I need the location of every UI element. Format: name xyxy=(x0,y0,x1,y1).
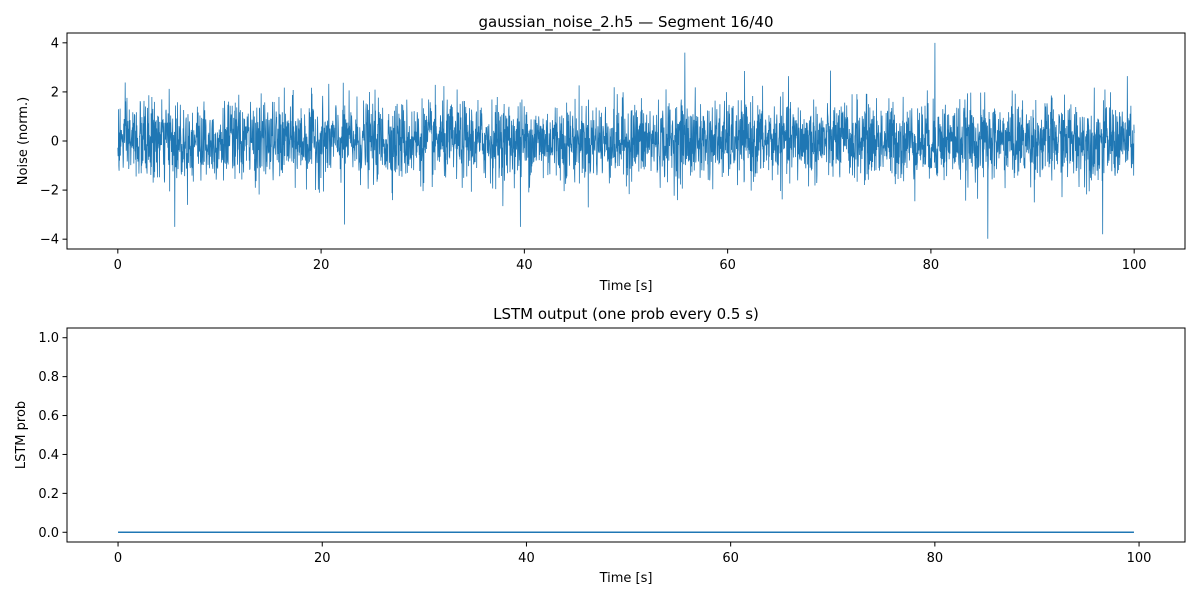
lstm-chart-title: LSTM output (one prob every 0.5 s) xyxy=(493,305,759,323)
noise-x-axis: 0 20 40 60 80 100 xyxy=(114,249,1147,273)
noise-x-tick-label: 60 xyxy=(719,258,736,273)
noise-y-axis: −4 −2 0 2 4 xyxy=(40,36,67,248)
lstm-axes-frame xyxy=(66,327,1186,543)
noise-y-tick-label: 4 xyxy=(51,36,59,51)
lstm-y-tick-label: 0.0 xyxy=(38,526,59,541)
lstm-x-tick-label: 100 xyxy=(1127,551,1152,566)
lstm-y-axis: 0.0 0.2 0.4 0.6 0.8 1.0 xyxy=(38,331,67,541)
noise-y-axis-label: Noise (norm.) xyxy=(16,97,31,185)
lstm-y-tick-label: 0.2 xyxy=(38,487,59,502)
noise-x-tick-label: 100 xyxy=(1122,258,1147,273)
lstm-y-tick-label: 1.0 xyxy=(38,331,59,346)
lstm-x-tick-label: 40 xyxy=(518,551,535,566)
lstm-x-tick-label: 0 xyxy=(114,551,122,566)
noise-series-line xyxy=(117,42,1135,239)
lstm-y-tick-label: 0.6 xyxy=(38,409,59,424)
noise-chart: gaussian_noise_2.h5 — Segment 16/40 0 20 4… xyxy=(16,13,1186,294)
noise-y-tick-label: −2 xyxy=(40,184,59,199)
noise-y-tick-label: −4 xyxy=(40,233,59,248)
noise-plot-area xyxy=(117,42,1135,239)
noise-y-tick-label: 2 xyxy=(51,85,59,100)
noise-x-axis-label: Time [s] xyxy=(599,279,653,294)
lstm-x-axis: 0 20 40 60 80 100 xyxy=(114,542,1152,566)
noise-x-tick-label: 80 xyxy=(923,258,940,273)
lstm-x-axis-label: Time [s] xyxy=(599,571,653,586)
lstm-x-tick-label: 60 xyxy=(722,551,739,566)
lstm-chart: LSTM output (one prob every 0.5 s) 0 20 40… xyxy=(14,305,1186,586)
noise-x-tick-label: 40 xyxy=(516,258,533,273)
lstm-y-axis-label: LSTM prob xyxy=(14,401,29,469)
lstm-x-tick-label: 20 xyxy=(314,551,331,566)
lstm-x-tick-label: 80 xyxy=(927,551,944,566)
lstm-y-tick-label: 0.8 xyxy=(38,370,59,385)
noise-y-tick-label: 0 xyxy=(51,135,59,150)
lstm-y-tick-label: 0.4 xyxy=(38,448,59,463)
noise-chart-title: gaussian_noise_2.h5 — Segment 16/40 xyxy=(478,13,773,32)
noise-x-tick-label: 20 xyxy=(313,258,330,273)
noise-x-tick-label: 0 xyxy=(114,258,122,273)
